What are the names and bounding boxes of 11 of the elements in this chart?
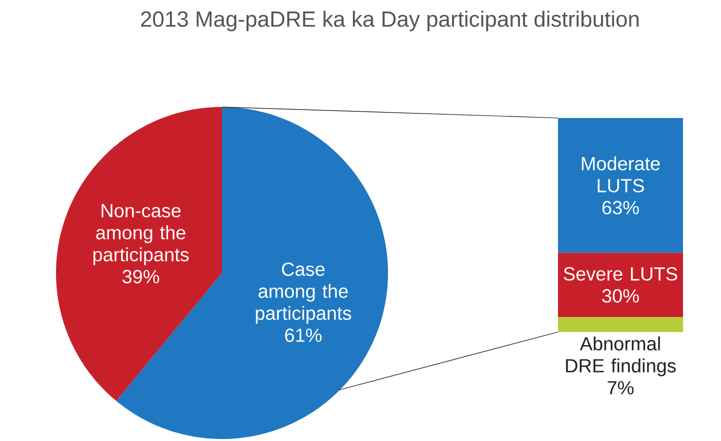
data-label: 39% xyxy=(122,270,160,284)
data-label: 7% xyxy=(608,381,634,394)
series-label: Abnormal DRE findings xyxy=(566,336,676,376)
data-label: 63% xyxy=(602,200,639,214)
series-label: Moderate LUTS xyxy=(582,156,660,192)
series-label: Severe LUTS xyxy=(564,267,678,281)
slice-label: Case among the participants xyxy=(256,262,352,324)
slice-label: Non-case among the participants xyxy=(93,204,189,266)
chart-title: 2013 Mag-paDRE ka ka Day participant distribution xyxy=(141,10,639,32)
data-label: 61% xyxy=(285,328,322,342)
data-label: 30% xyxy=(602,289,639,303)
